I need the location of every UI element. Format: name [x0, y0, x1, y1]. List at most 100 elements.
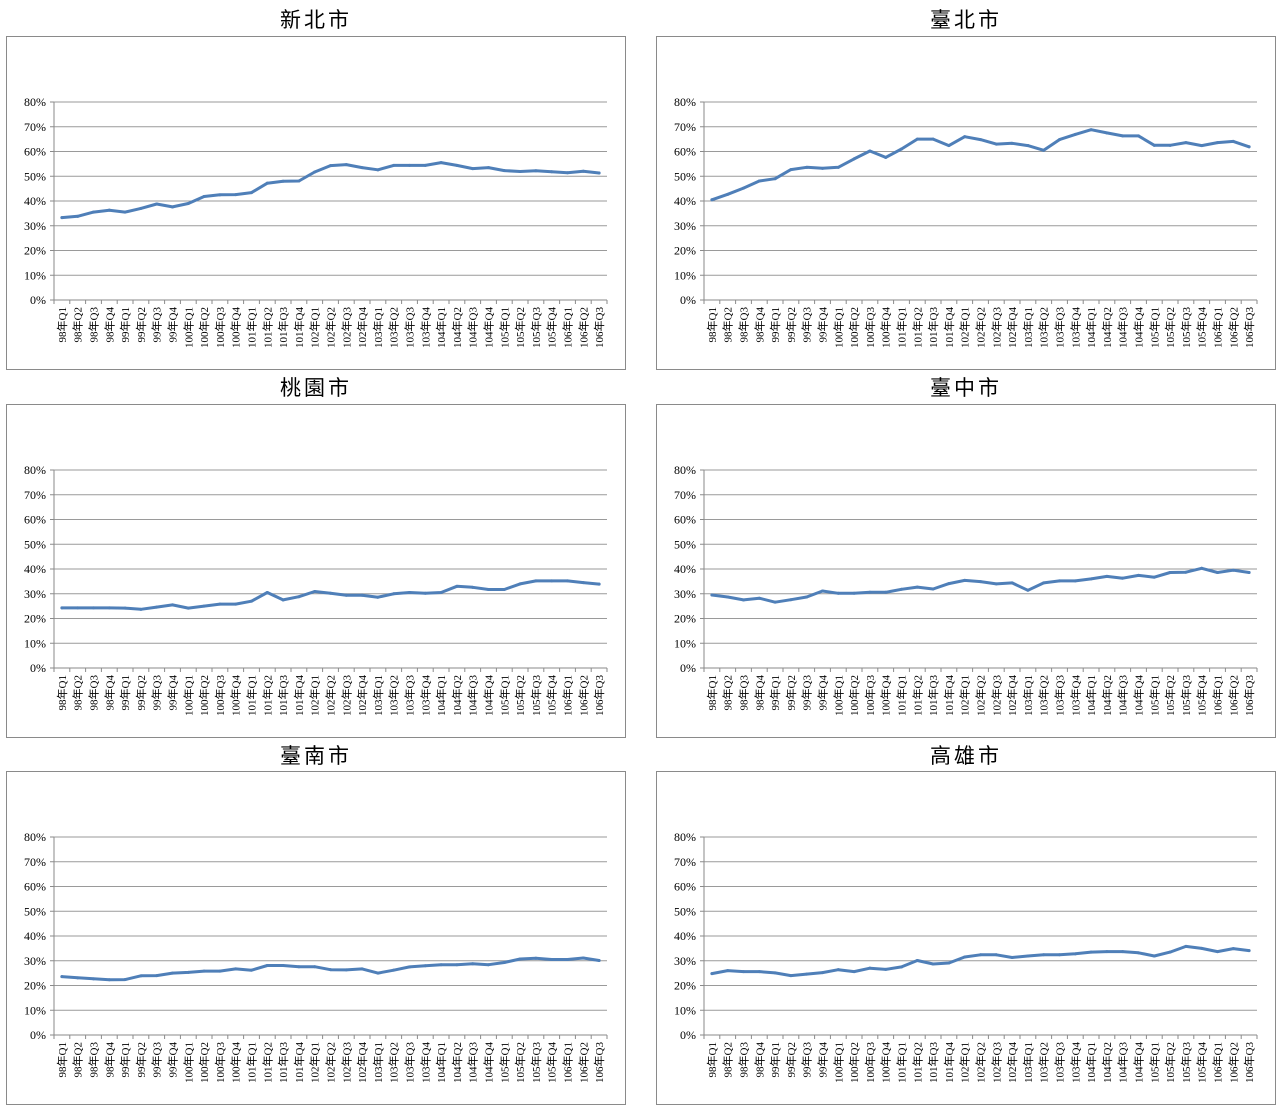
data-point	[1121, 950, 1125, 954]
line-chart: 0%10%20%30%40%50%60%70%80%98年Q1 98年Q2 98年Q…	[674, 95, 1258, 348]
data-point	[581, 169, 585, 173]
data-point	[1026, 588, 1030, 592]
data-point	[1247, 570, 1251, 574]
data-point	[1073, 579, 1077, 583]
x-tick-label: 105年Q1	[497, 1042, 511, 1083]
data-point	[1089, 577, 1093, 581]
chart-panel: 0% 10% 20% 30% 40% 50% 60% 70% 80% 98年Q1 98年Q2 98年Q…	[656, 404, 1276, 738]
x-tick-label: 103年Q4	[1068, 1042, 1082, 1083]
x-tick-label: 98年Q2	[721, 1042, 735, 1077]
y-tick-label: 40%	[674, 562, 696, 576]
data-point	[868, 966, 872, 970]
x-tick-label: 102年Q3	[339, 1042, 353, 1083]
x-tick-label: 101年Q1	[245, 675, 259, 716]
data-point	[487, 166, 490, 170]
x-tick-label: 102年Q2	[324, 307, 338, 348]
series-line	[60, 579, 601, 611]
data-point	[1200, 566, 1204, 570]
x-tick-label: 106年Q3	[592, 307, 606, 348]
x-tick-label: 105年Q3	[1179, 307, 1193, 348]
x-tick-label: 103年Q3	[1053, 307, 1067, 348]
y-tick-label: 40%	[24, 562, 46, 576]
data-point	[408, 163, 411, 167]
x-tick-label: 98年Q2	[71, 1042, 85, 1077]
chart-title: 高雄市	[930, 744, 1002, 768]
y-tick-label: 60%	[24, 880, 46, 894]
y-tick-label: 80%	[674, 830, 696, 844]
data-point	[534, 956, 538, 960]
data-point	[821, 166, 824, 170]
x-tick-label: 105年Q2	[513, 675, 527, 716]
x-tick-label: 99年Q4	[816, 307, 830, 343]
data-point	[139, 607, 143, 611]
x-tick-label: 103年Q4	[418, 307, 432, 348]
x-tick-label: 98年Q1	[705, 1042, 719, 1077]
data-point	[884, 590, 888, 594]
data-point	[757, 970, 761, 974]
chart-panel: 0% 10% 20% 30% 40% 50% 60% 70% 80% 98年Q1 98年Q2 98年Q…	[6, 36, 626, 370]
x-tick-label: 101年Q1	[245, 307, 259, 348]
data-point	[502, 588, 506, 592]
y-tick-label: 30%	[24, 587, 46, 601]
x-tick-label: 98年Q1	[705, 307, 719, 342]
x-tick-label: 103年Q2	[1037, 675, 1051, 716]
chart-panel: 0% 10% 20% 30% 40% 50% 60% 70% 80% 98年Q1 98年Q2 98年Q…	[6, 771, 626, 1105]
data-point	[376, 168, 380, 172]
x-tick-label: 98年Q4	[102, 1042, 116, 1078]
data-point	[581, 581, 585, 585]
data-point	[1231, 568, 1235, 572]
y-tick-label: 10%	[674, 268, 696, 282]
x-tick-label: 102年Q1	[958, 675, 972, 716]
data-point	[329, 968, 332, 972]
x-tick-label: 102年Q4	[355, 675, 369, 716]
x-tick-label: 101年Q2	[260, 307, 274, 348]
data-point	[757, 596, 761, 600]
y-tick-label: 20%	[24, 979, 46, 993]
x-tick-label: 106年Q1	[1211, 1042, 1225, 1083]
line-chart: 0%10%20%30%40%50%60%70%80%98年Q1 98年Q2 98年Q…	[674, 463, 1258, 716]
data-point	[994, 953, 998, 957]
data-point	[1216, 141, 1219, 145]
x-tick-label: 104年Q2	[450, 307, 464, 348]
data-point	[250, 599, 253, 603]
data-point	[281, 963, 285, 967]
x-tick-label: 101年Q3	[926, 1042, 940, 1083]
y-tick-label: 20%	[24, 612, 46, 626]
x-tick-label: 103年Q1	[371, 675, 385, 716]
x-tick-label: 103年Q2	[1037, 307, 1051, 348]
y-tick-label: 40%	[24, 929, 46, 943]
chart-title: 臺北市	[930, 8, 1002, 32]
y-tick-label: 60%	[674, 145, 696, 159]
x-tick-label: 104年Q1	[434, 675, 448, 716]
x-tick-label: 105年Q4	[545, 307, 559, 348]
data-point	[392, 968, 396, 972]
x-tick-label: 98年Q3	[737, 675, 751, 711]
y-tick-label: 30%	[674, 587, 696, 601]
data-point	[171, 205, 174, 209]
data-point	[1026, 144, 1030, 148]
data-point	[805, 165, 809, 169]
data-point	[123, 606, 127, 610]
x-tick-label: 106年Q1	[1211, 307, 1225, 348]
x-tick-label: 105年Q4	[1195, 1042, 1209, 1083]
x-tick-label: 103年Q1	[1021, 1042, 1035, 1083]
series-line	[710, 566, 1251, 604]
y-tick-label: 50%	[24, 537, 46, 551]
data-point	[550, 579, 554, 583]
data-point	[1231, 139, 1235, 143]
line-chart: 0%10%20%30%40%50%60%70%80%98年Q1 98年Q2 98年Q…	[24, 463, 608, 716]
data-point	[1026, 954, 1030, 958]
x-tick-label: 98年Q2	[721, 675, 735, 710]
x-tick-label: 106年Q2	[576, 675, 590, 716]
data-point	[963, 578, 967, 582]
data-point	[805, 972, 809, 976]
data-point	[297, 179, 301, 183]
data-point	[234, 193, 238, 197]
data-point	[884, 155, 888, 159]
data-point	[360, 967, 364, 971]
data-point	[376, 595, 380, 599]
data-point	[534, 169, 538, 173]
x-tick-label: 104年Q3	[466, 1042, 480, 1083]
y-tick-label: 50%	[674, 169, 696, 183]
data-point	[313, 965, 317, 969]
